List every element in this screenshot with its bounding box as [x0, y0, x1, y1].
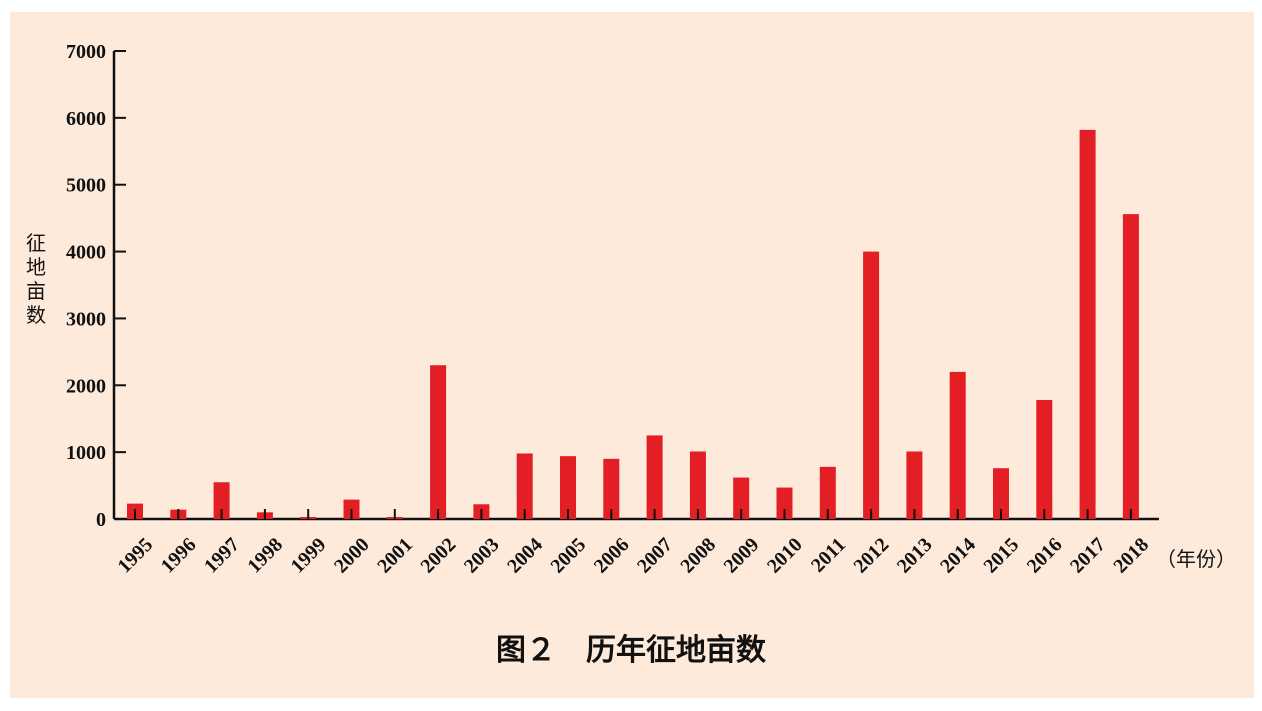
x-tick-label: 2013 [893, 534, 937, 578]
x-tick-label: 2003 [460, 534, 504, 578]
y-axis-label: 征地亩数 [26, 231, 46, 327]
bar-2016 [1036, 399, 1053, 519]
x-tick-label: 2006 [590, 534, 634, 578]
bar-2007 [646, 435, 663, 519]
x-tick-label: 1996 [157, 534, 201, 578]
y-tick-label: 5000 [66, 175, 106, 197]
axes [112, 51, 1159, 521]
y-tick-label: 3000 [66, 308, 106, 330]
bar-2005 [560, 456, 576, 519]
x-tick-label: 1998 [243, 534, 287, 578]
bar-2009 [733, 477, 750, 519]
x-tick-label: 2002 [417, 534, 461, 578]
bar-2012 [863, 251, 880, 520]
y-ticks: 0 1000 2000 3000 4000 5000 6000 7000 [66, 41, 126, 531]
chart-title: 图２ 历年征地亩数 [496, 633, 767, 668]
bar-2011 [819, 466, 836, 519]
bar-2015 [993, 468, 1009, 519]
y-tick-label: 4000 [66, 242, 106, 264]
x-tick-label: 1999 [287, 534, 331, 578]
x-tick-label: 2012 [850, 534, 894, 578]
x-tick-label: 2010 [763, 534, 807, 578]
chart-panel [10, 12, 1254, 698]
y-tick-label: 6000 [66, 108, 106, 130]
bar-1997 [213, 482, 230, 519]
x-tick-label: 1997 [200, 534, 244, 578]
x-tick-label: 2005 [546, 534, 590, 578]
bar-2014 [949, 371, 966, 519]
bar-2006 [603, 458, 620, 519]
y-tick-label: 7000 [66, 41, 106, 63]
x-tick-label: 2008 [676, 534, 720, 578]
x-tick-label: 2017 [1066, 534, 1110, 578]
y-tick-label: 1000 [66, 442, 106, 464]
bar-2018 [1122, 214, 1139, 520]
bar-2017 [1079, 129, 1096, 520]
bar-2013 [906, 451, 923, 519]
x-tick-label: 2004 [503, 534, 547, 578]
x-tick-label: 2015 [979, 534, 1023, 578]
x-tick-label: 2007 [633, 534, 677, 578]
bars [127, 129, 1139, 520]
x-tick-label: 2001 [373, 534, 417, 578]
bar-2004 [516, 453, 533, 519]
bar-2010 [776, 487, 793, 519]
bar-2002 [430, 365, 447, 519]
x-tick-label: 2018 [1109, 534, 1153, 578]
x-tick-label: 2000 [330, 534, 374, 578]
x-tick-label: 1995 [113, 534, 157, 578]
bar-2008 [689, 451, 706, 519]
x-tick-label: 2011 [807, 534, 850, 577]
y-tick-label: 0 [96, 509, 106, 531]
x-tick-label: 2009 [720, 534, 764, 578]
x-tick-label: 2016 [1023, 534, 1067, 578]
x-axis-unit-label: （年份） [1156, 547, 1236, 571]
y-tick-label: 2000 [66, 375, 106, 397]
x-tick-label: 2014 [936, 534, 980, 578]
